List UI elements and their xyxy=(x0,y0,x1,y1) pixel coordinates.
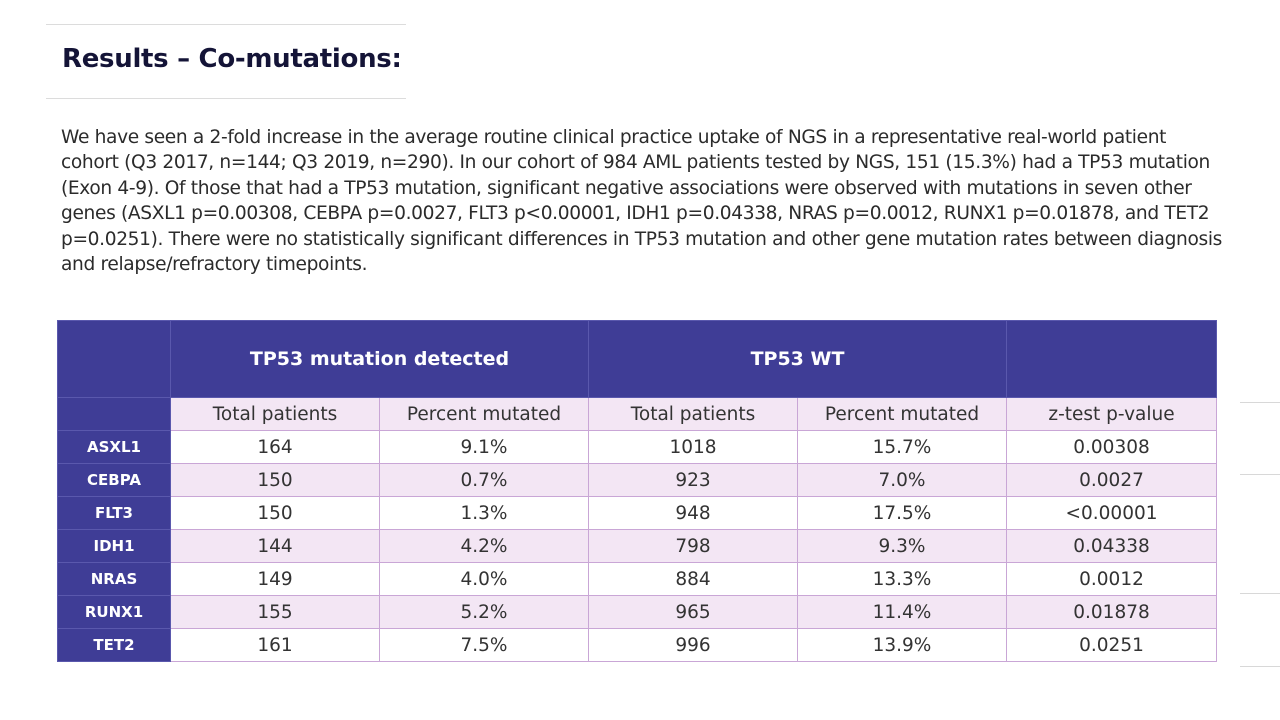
p-value-cell: 0.0012 xyxy=(1006,562,1218,596)
wt-total-cell: 965 xyxy=(588,595,798,629)
column-header-p-value: z-test p-value xyxy=(1006,397,1218,431)
title-rule-bottom xyxy=(46,98,406,99)
mut-total-cell: 161 xyxy=(170,628,380,662)
co-mutation-table: TP53 mutation detected TP53 WT Total pat… xyxy=(57,320,1218,662)
wt-total-cell: 996 xyxy=(588,628,798,662)
edge-divider xyxy=(1240,474,1280,475)
p-value-cell: 0.04338 xyxy=(1006,529,1218,563)
group-header-tp53-mutation: TP53 mutation detected xyxy=(170,320,589,398)
table-row: NRAS 149 4.0% 884 13.3% 0.0012 xyxy=(57,562,1218,596)
table-row: FLT3 150 1.3% 948 17.5% <0.00001 xyxy=(57,496,1218,530)
wt-percent-cell: 7.0% xyxy=(796,463,1008,497)
gene-label: NRAS xyxy=(57,562,171,596)
gene-label: IDH1 xyxy=(57,529,171,563)
mut-total-cell: 149 xyxy=(170,562,380,596)
corner-cell xyxy=(57,320,171,398)
p-value-cell: <0.00001 xyxy=(1006,496,1218,530)
slide-title: Results – Co-mutations: xyxy=(62,44,402,74)
wt-total-cell: 798 xyxy=(588,529,798,563)
table-row: ASXL1 164 9.1% 1018 15.7% 0.00308 xyxy=(57,430,1218,464)
edge-divider xyxy=(1240,593,1280,594)
edge-divider xyxy=(1240,402,1280,403)
wt-total-cell: 884 xyxy=(588,562,798,596)
wt-total-cell: 923 xyxy=(588,463,798,497)
group-header-tp53-wt: TP53 WT xyxy=(587,320,1008,398)
group-header-row: TP53 mutation detected TP53 WT xyxy=(57,320,1218,398)
wt-percent-cell: 17.5% xyxy=(796,496,1008,530)
gene-label: CEBPA xyxy=(57,463,171,497)
table-row: RUNX1 155 5.2% 965 11.4% 0.01878 xyxy=(57,595,1218,629)
table-row: IDH1 144 4.2% 798 9.3% 0.04338 xyxy=(57,529,1218,563)
mut-percent-cell: 0.7% xyxy=(379,463,589,497)
mut-percent-cell: 9.1% xyxy=(379,430,589,464)
table-row: CEBPA 150 0.7% 923 7.0% 0.0027 xyxy=(57,463,1218,497)
gene-label: ASXL1 xyxy=(57,430,171,464)
mut-total-cell: 150 xyxy=(170,463,380,497)
column-header-mut-total: Total patients xyxy=(170,397,380,431)
corner-cell-sub xyxy=(57,397,171,431)
results-paragraph: We have seen a 2-fold increase in the av… xyxy=(61,127,1222,276)
mut-total-cell: 155 xyxy=(170,595,380,629)
gene-label: FLT3 xyxy=(57,496,171,530)
wt-total-cell: 948 xyxy=(588,496,798,530)
table-row: TET2 161 7.5% 996 13.9% 0.0251 xyxy=(57,628,1218,662)
title-rule-top xyxy=(46,24,406,25)
wt-percent-cell: 15.7% xyxy=(796,430,1008,464)
column-header-row: Total patients Percent mutated Total pat… xyxy=(57,397,1218,431)
wt-percent-cell: 11.4% xyxy=(796,595,1008,629)
mut-percent-cell: 4.2% xyxy=(379,529,589,563)
mut-total-cell: 164 xyxy=(170,430,380,464)
wt-percent-cell: 9.3% xyxy=(796,529,1008,563)
mut-percent-cell: 1.3% xyxy=(379,496,589,530)
p-value-cell: 0.00308 xyxy=(1006,430,1218,464)
gene-label: TET2 xyxy=(57,628,171,662)
edge-divider xyxy=(1240,666,1280,667)
wt-total-cell: 1018 xyxy=(588,430,798,464)
gene-label: RUNX1 xyxy=(57,595,171,629)
mut-percent-cell: 5.2% xyxy=(379,595,589,629)
column-header-wt-total: Total patients xyxy=(588,397,798,431)
column-header-wt-percent: Percent mutated xyxy=(796,397,1008,431)
p-value-cell: 0.01878 xyxy=(1006,595,1218,629)
p-value-cell: 0.0251 xyxy=(1006,628,1218,662)
column-header-mut-percent: Percent mutated xyxy=(379,397,589,431)
mut-percent-cell: 7.5% xyxy=(379,628,589,662)
group-header-empty xyxy=(1006,320,1218,398)
mut-total-cell: 144 xyxy=(170,529,380,563)
mut-percent-cell: 4.0% xyxy=(379,562,589,596)
wt-percent-cell: 13.9% xyxy=(796,628,1008,662)
wt-percent-cell: 13.3% xyxy=(796,562,1008,596)
p-value-cell: 0.0027 xyxy=(1006,463,1218,497)
mut-total-cell: 150 xyxy=(170,496,380,530)
